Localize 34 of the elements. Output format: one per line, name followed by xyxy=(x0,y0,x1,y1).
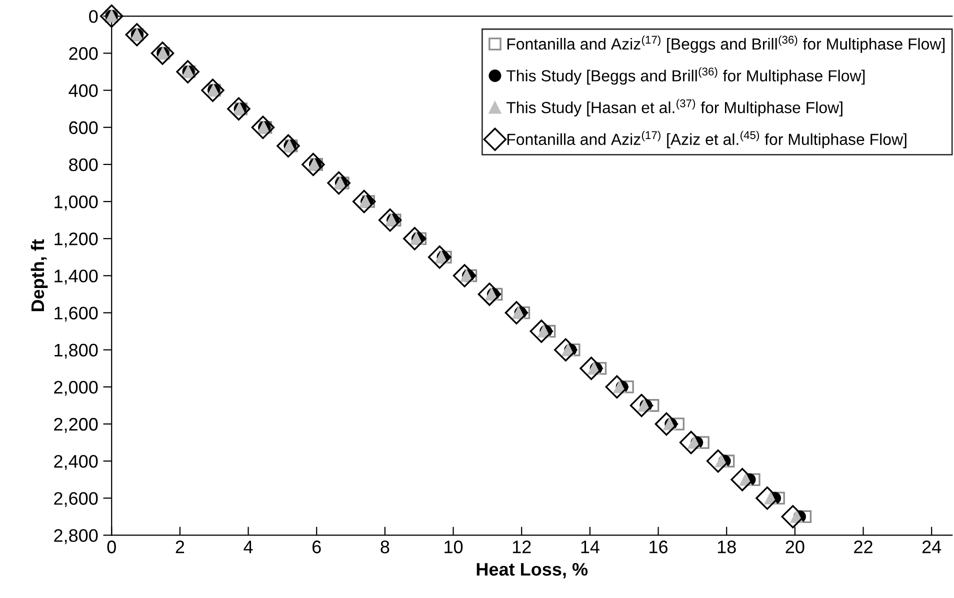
y-tick-label: 2,400 xyxy=(54,454,98,470)
y-tick-label: 1,600 xyxy=(54,306,98,322)
legend-label: Fontanilla and Aziz$^{(17)}$ [Aziz et al.$^{(45)}$ for Multiphase Flow] xyxy=(507,130,906,148)
x-tick-label: 4 xyxy=(244,540,253,554)
x-tick-label: 20 xyxy=(786,540,804,554)
y-tick-label: 600 xyxy=(69,121,98,134)
y-axis-title: Depth, ft xyxy=(30,239,48,312)
y-tick-label: 1,000 xyxy=(54,195,98,210)
x-tick-label: 24 xyxy=(922,540,942,554)
y-tick-label: 800 xyxy=(69,158,98,172)
x-tick-label: 14 xyxy=(581,540,600,554)
y-tick-label: 2,800 xyxy=(54,529,98,544)
x-tick-label: 6 xyxy=(312,540,321,554)
y-tick-label: 400 xyxy=(68,84,98,98)
y-tick-label: 2,200 xyxy=(54,418,98,433)
x-tick-label: 18 xyxy=(718,540,736,554)
x-tick-label: 16 xyxy=(650,540,668,554)
x-tick-label: 10 xyxy=(444,540,463,554)
y-tick-label: 1,400 xyxy=(54,270,98,285)
y-tick-label: 1,200 xyxy=(54,232,98,248)
legend-label: Fontanilla and Aziz$^{(17)}$ [Beggs and Brill$^{(36)}$ for Multiphase Flow] xyxy=(507,36,945,53)
y-tick-label: 200 xyxy=(69,47,98,60)
y-tick-label: 2,600 xyxy=(54,492,98,507)
x-tick-label: 0 xyxy=(107,540,116,554)
y-tick-label: 2,000 xyxy=(54,380,98,396)
x-axis-title: Heat Loss, % xyxy=(476,562,588,578)
y-tick-label: 0 xyxy=(89,10,98,23)
x-tick-label: 12 xyxy=(512,540,531,554)
x-tick-label: 8 xyxy=(380,540,390,554)
legend-label: This Study [Hasan et al.$^{(37)}$ for Multiphase Flow] xyxy=(506,99,842,116)
y-tick-label: 1,800 xyxy=(54,344,98,359)
x-tick-label: 2 xyxy=(176,540,184,554)
x-tick-label: 22 xyxy=(854,540,872,554)
legend-label: This Study [Beggs and Brill$^{(36)}$ for Multiphase Flow] xyxy=(506,67,865,85)
